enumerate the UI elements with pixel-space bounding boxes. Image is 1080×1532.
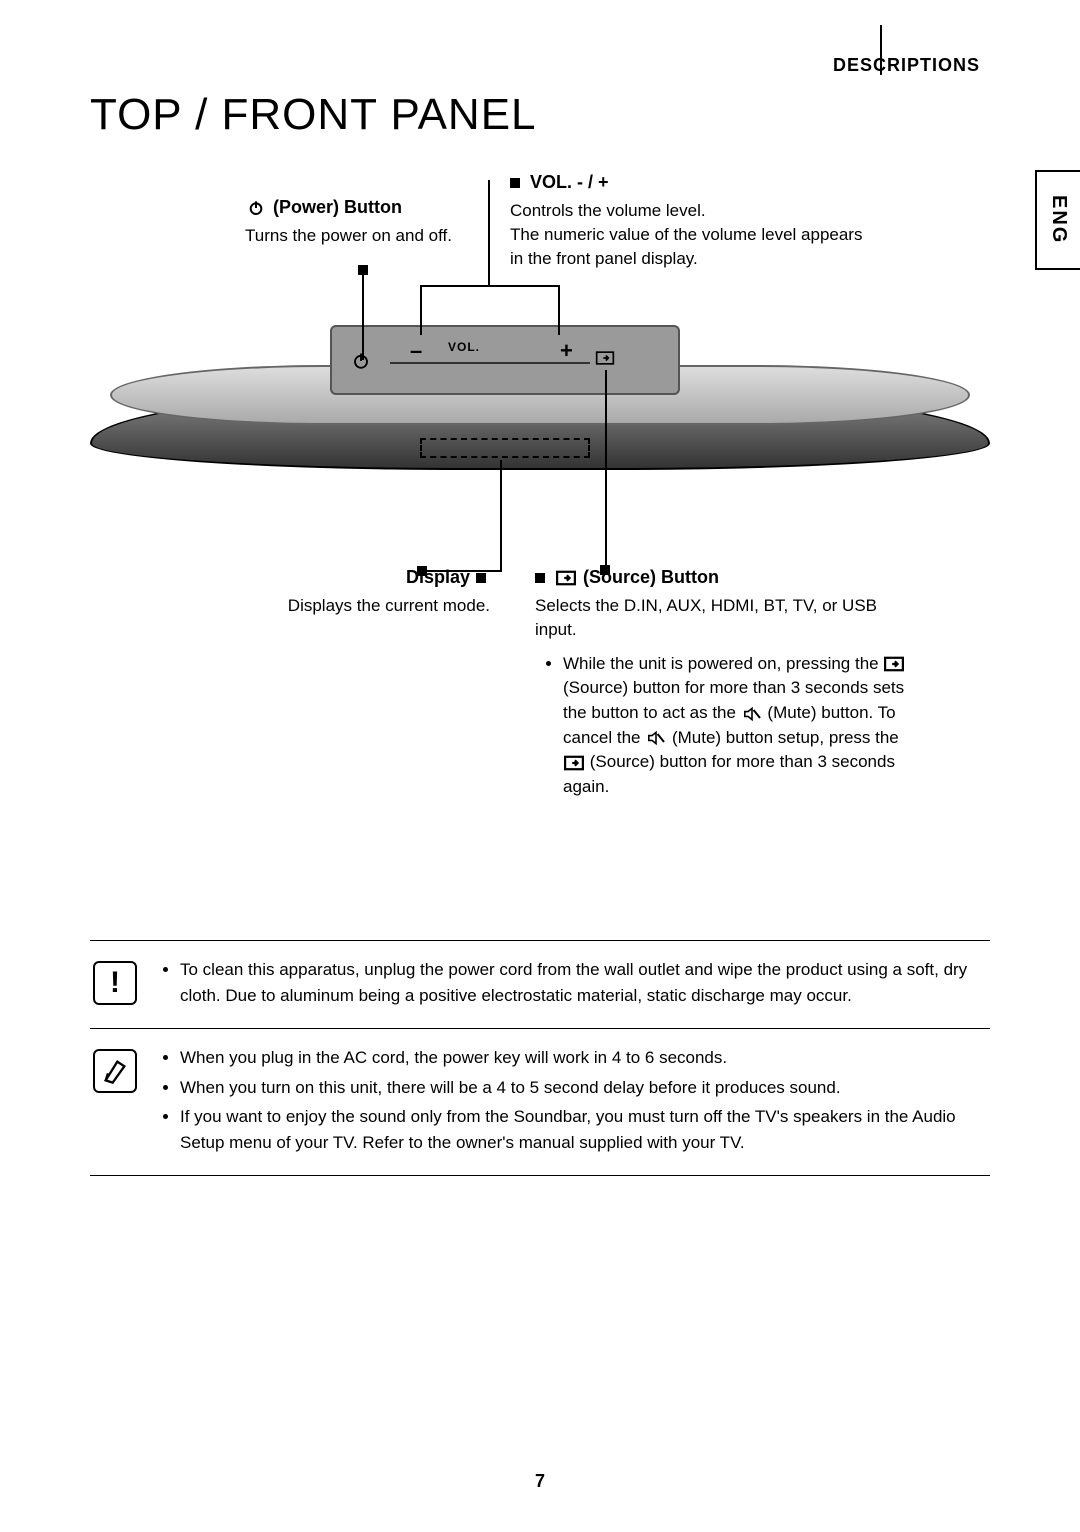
callout-volume: VOL. - / + Controls the volume level. Th…	[510, 170, 870, 271]
volume-title: VOL. - / +	[530, 170, 609, 195]
device-vol-label: VOL.	[448, 340, 480, 354]
caution-icon: !	[93, 961, 137, 1005]
device-power-icon	[352, 352, 370, 375]
source-icon	[555, 570, 577, 586]
power-body: Turns the power on and off.	[245, 224, 505, 248]
callout-power: (Power) Button Turns the power on and of…	[245, 195, 505, 248]
mute-icon	[645, 730, 667, 746]
callout-display: Display Displays the current mode.	[200, 565, 490, 618]
power-icon	[245, 200, 267, 216]
source-bullet-text-4: (Mute) button setup, press the	[672, 728, 899, 747]
section-label: DESCRIPTIONS	[833, 55, 980, 76]
display-title: Display	[406, 565, 470, 590]
device-display-box	[420, 438, 590, 458]
note-item: When you plug in the AC cord, the power …	[180, 1045, 990, 1071]
bullet-square	[510, 178, 520, 188]
source-icon	[563, 755, 585, 771]
leader-line	[605, 370, 607, 570]
leader-line	[420, 285, 422, 335]
device-illustration: – VOL. +	[90, 310, 990, 510]
source-bullet-text-5: (Source) button for more than 3 seconds …	[563, 752, 895, 796]
device-vol-plus: +	[560, 338, 573, 364]
leader-line	[420, 285, 560, 287]
vol-underline	[390, 362, 590, 364]
control-panel	[330, 325, 680, 395]
leader-line	[488, 180, 490, 286]
leader-line	[500, 460, 502, 572]
source-body: Selects the D.IN, AUX, HDMI, BT, TV, or …	[535, 594, 915, 642]
volume-body: Controls the volume level. The numeric v…	[510, 199, 870, 270]
leader-line	[362, 265, 364, 360]
bullet-square	[476, 573, 486, 583]
source-title: (Source) Button	[583, 565, 719, 590]
note-info: When you plug in the AC cord, the power …	[90, 1028, 990, 1176]
note-caution: ! To clean this apparatus, unplug the po…	[90, 940, 990, 1028]
page-number: 7	[0, 1471, 1080, 1492]
language-tab: ENG	[1035, 170, 1080, 270]
bullet-square	[535, 573, 545, 583]
source-icon	[883, 656, 905, 672]
device-vol-minus: –	[410, 338, 422, 364]
note-item: If you want to enjoy the sound only from…	[180, 1104, 990, 1155]
notes-section: ! To clean this apparatus, unplug the po…	[90, 940, 990, 1176]
device-source-icon	[595, 350, 615, 371]
mute-icon	[741, 706, 763, 722]
display-body: Displays the current mode.	[200, 594, 490, 618]
callout-source: (Source) Button Selects the D.IN, AUX, H…	[535, 565, 915, 800]
note-item: To clean this apparatus, unplug the powe…	[180, 957, 990, 1008]
source-bullet-text-1: While the unit is powered on, pressing t…	[563, 654, 883, 673]
language-label: ENG	[1047, 195, 1070, 244]
source-bullet: While the unit is powered on, pressing t…	[563, 652, 915, 800]
power-title: (Power) Button	[273, 195, 402, 220]
page-title: TOP / FRONT PANEL	[90, 90, 990, 140]
info-icon	[93, 1049, 137, 1093]
diagram-area: (Power) Button Turns the power on and of…	[90, 170, 990, 890]
note-item: When you turn on this unit, there will b…	[180, 1075, 990, 1101]
leader-line	[558, 285, 560, 335]
